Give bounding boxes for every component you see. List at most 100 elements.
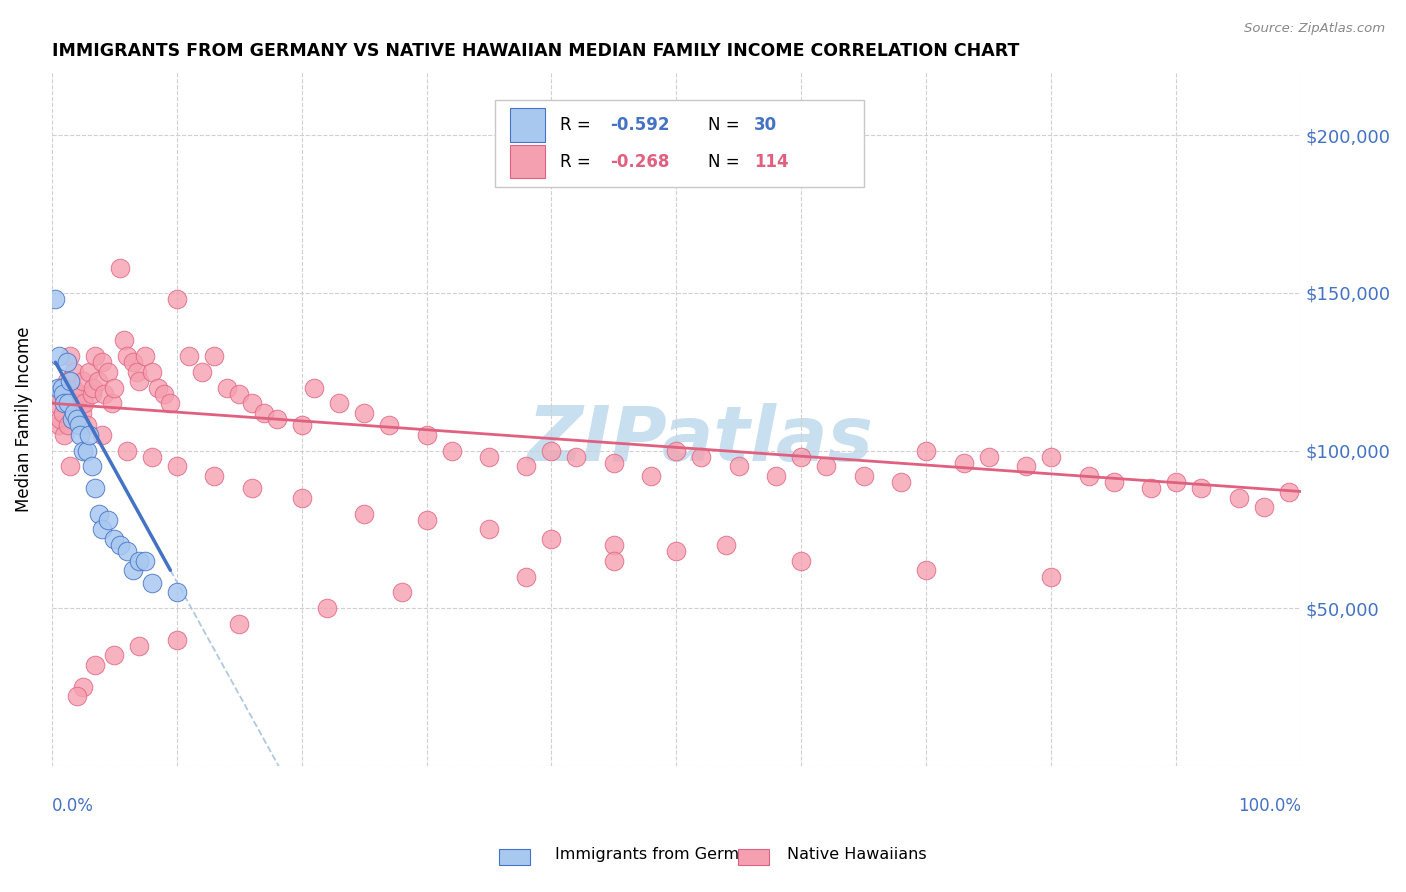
Bar xyxy=(510,109,546,142)
Point xyxy=(84,657,107,672)
Point xyxy=(1040,569,1063,583)
Point xyxy=(166,585,188,599)
Text: Source: ZipAtlas.com: Source: ZipAtlas.com xyxy=(1244,22,1385,36)
Point xyxy=(66,396,89,410)
Text: N =: N = xyxy=(707,116,745,134)
Point xyxy=(55,387,77,401)
Point xyxy=(89,507,111,521)
Point xyxy=(716,538,738,552)
Point xyxy=(153,387,176,401)
Point xyxy=(515,569,537,583)
Point xyxy=(478,450,501,464)
Point xyxy=(790,450,813,464)
Point xyxy=(48,349,70,363)
Y-axis label: Median Family Income: Median Family Income xyxy=(15,326,32,512)
Point xyxy=(202,349,225,363)
Text: R =: R = xyxy=(560,153,596,171)
Point xyxy=(540,443,562,458)
Bar xyxy=(495,100,863,186)
Point xyxy=(56,396,79,410)
Point xyxy=(128,554,150,568)
Point xyxy=(59,459,82,474)
Point xyxy=(228,616,250,631)
Point xyxy=(67,387,90,401)
Point xyxy=(415,513,437,527)
Point xyxy=(852,468,875,483)
Point xyxy=(215,380,238,394)
Point xyxy=(63,406,86,420)
Point xyxy=(84,481,107,495)
Point xyxy=(179,349,201,363)
Point xyxy=(291,491,314,505)
Point xyxy=(603,456,626,470)
Point xyxy=(76,418,98,433)
Point xyxy=(60,412,83,426)
Point xyxy=(415,427,437,442)
Point xyxy=(63,365,86,379)
Text: N =: N = xyxy=(707,153,745,171)
Point xyxy=(515,459,537,474)
Point xyxy=(122,563,145,577)
Point xyxy=(90,355,112,369)
Point xyxy=(87,374,110,388)
Point xyxy=(48,418,70,433)
Point xyxy=(134,349,156,363)
Point xyxy=(1077,468,1099,483)
Point xyxy=(977,450,1000,464)
Point xyxy=(46,387,69,401)
Point xyxy=(84,349,107,363)
Point xyxy=(52,387,75,401)
Point xyxy=(266,412,288,426)
Point xyxy=(46,380,69,394)
Point xyxy=(141,450,163,464)
Point xyxy=(1040,450,1063,464)
Point xyxy=(146,380,169,394)
Point xyxy=(190,365,212,379)
Point xyxy=(72,374,94,388)
Point xyxy=(69,427,91,442)
Point xyxy=(77,365,100,379)
Point xyxy=(73,396,96,410)
Point xyxy=(80,459,103,474)
Point xyxy=(66,412,89,426)
Point xyxy=(66,690,89,704)
Point xyxy=(60,396,83,410)
Text: 0.0%: 0.0% xyxy=(52,797,94,815)
Text: R =: R = xyxy=(560,116,596,134)
Point xyxy=(1164,475,1187,489)
Point xyxy=(1015,459,1038,474)
Point xyxy=(53,427,76,442)
Point xyxy=(90,522,112,536)
Point xyxy=(1277,484,1299,499)
Point xyxy=(128,374,150,388)
Point xyxy=(51,380,73,394)
Point xyxy=(478,522,501,536)
Point xyxy=(115,349,138,363)
Point xyxy=(66,412,89,426)
Point xyxy=(55,355,77,369)
Point xyxy=(540,532,562,546)
Point xyxy=(1227,491,1250,505)
Point xyxy=(640,468,662,483)
Point xyxy=(115,443,138,458)
Point xyxy=(59,374,82,388)
Point xyxy=(97,365,120,379)
Point xyxy=(103,380,125,394)
Point xyxy=(115,544,138,558)
Point xyxy=(166,293,188,307)
Point xyxy=(97,513,120,527)
Point xyxy=(291,418,314,433)
Point xyxy=(62,380,84,394)
Point xyxy=(44,396,66,410)
Point xyxy=(49,412,72,426)
Point xyxy=(82,380,104,394)
Point xyxy=(603,538,626,552)
Point xyxy=(70,406,93,420)
Point xyxy=(103,648,125,663)
Point xyxy=(328,396,350,410)
Point xyxy=(228,387,250,401)
Point xyxy=(53,396,76,410)
Point xyxy=(59,349,82,363)
Point xyxy=(52,406,75,420)
Point xyxy=(391,585,413,599)
